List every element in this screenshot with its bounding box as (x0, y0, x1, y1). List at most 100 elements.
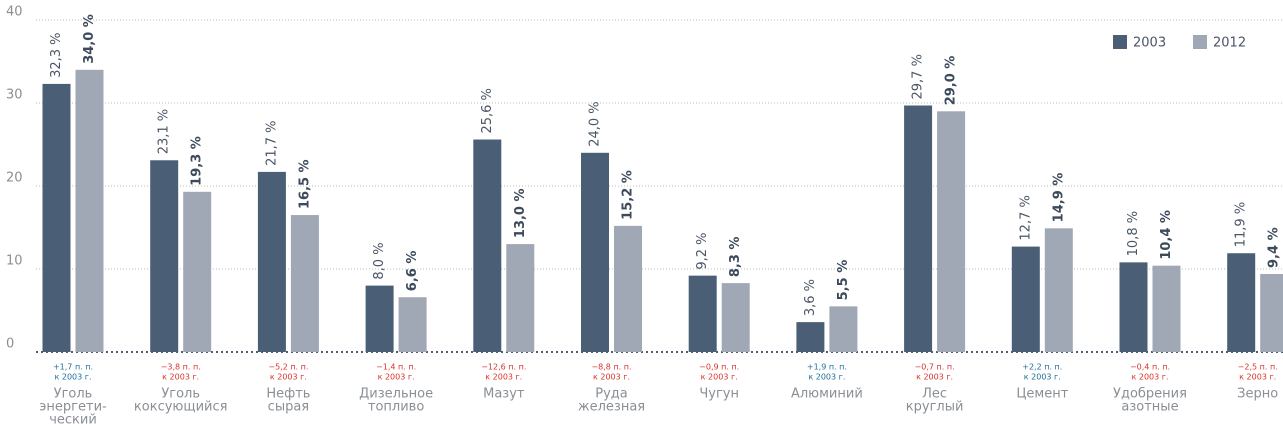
y-tick-label: 10 (6, 254, 23, 269)
value-label: 10,8 % (1126, 211, 1141, 256)
legend-label: 2012 (1213, 36, 1246, 51)
value-label: 19,3 % (190, 136, 205, 186)
change-label: +1,7 п. п. (53, 363, 93, 372)
x-tick-label: Цемент (1016, 387, 1068, 402)
change-label: −8,8 п. п. (591, 363, 631, 372)
value-label: 8,0 % (372, 242, 387, 279)
change-note: к 2003 г. (1024, 373, 1061, 382)
change-label: +2,2 п. п. (1022, 363, 1062, 372)
value-label: 10,4 % (1159, 210, 1174, 260)
x-tick-label: топливо (368, 400, 424, 415)
value-label: 12,7 % (1018, 195, 1033, 240)
bar (42, 83, 71, 352)
change-note: к 2003 г. (162, 373, 199, 382)
change-label: −0,7 п. п. (915, 363, 955, 372)
value-label: 23,1 % (157, 109, 172, 154)
x-tick-label: Чугун (699, 387, 739, 402)
value-label: 13,0 % (513, 188, 528, 238)
change-label: −2,5 п. п. (1238, 363, 1278, 372)
bar (581, 152, 609, 352)
x-tick-label: Уголь (161, 387, 200, 402)
change-label: −3,8 п. п. (161, 363, 201, 372)
bar (796, 322, 825, 352)
x-tick-label: энергети- (39, 400, 107, 415)
value-label: 32,3 % (49, 32, 64, 77)
x-tick-label: коксующийся (134, 400, 228, 415)
y-tick-label: 40 (6, 5, 23, 20)
value-label: 25,6 % (480, 88, 495, 133)
bar (688, 275, 717, 352)
value-label: 8,3 % (728, 237, 743, 278)
bar (829, 306, 858, 352)
change-note: к 2003 г. (54, 373, 91, 382)
bar (614, 225, 642, 352)
bar (257, 171, 286, 352)
x-tick-label: Уголь (54, 387, 93, 402)
value-label: 11,9 % (1234, 202, 1249, 247)
value-label: 24,0 % (588, 101, 603, 146)
bar (904, 105, 933, 353)
value-label: 29,0 % (944, 56, 959, 106)
bar (1044, 228, 1073, 352)
value-label: 29,7 % (911, 54, 926, 99)
x-tick-label: Руда (595, 387, 628, 402)
x-tick-label: Дизельное (359, 387, 433, 402)
x-tick-label: ческий (49, 413, 97, 428)
x-tick-label: Алюминий (791, 387, 863, 402)
bar (473, 139, 502, 352)
x-tick-label: Нефть (266, 387, 310, 402)
y-tick-label: 20 (6, 171, 23, 186)
change-note: к 2003 г. (270, 373, 307, 382)
value-label: 9,2 % (695, 232, 710, 269)
change-note: к 2003 г. (593, 373, 630, 382)
bar (721, 283, 750, 352)
value-label: 9,4 % (1267, 227, 1282, 268)
change-note: к 2003 г. (701, 373, 738, 382)
x-tick-label: азотные (1121, 400, 1178, 415)
change-note: к 2003 г. (378, 373, 415, 382)
y-tick-label: 30 (6, 88, 23, 103)
change-label: −5,2 п. п. (268, 363, 308, 372)
bar (506, 244, 535, 352)
bar (290, 215, 319, 352)
bar (183, 191, 212, 352)
value-label: 21,7 % (264, 120, 279, 165)
bar (1011, 246, 1040, 352)
bar (937, 111, 966, 352)
bar (1119, 262, 1148, 352)
legend-label: 2003 (1133, 36, 1166, 51)
bar (1227, 253, 1256, 352)
value-label: 3,6 % (803, 279, 818, 316)
value-label: 5,5 % (836, 260, 851, 301)
bar (1260, 273, 1283, 352)
bar (365, 285, 394, 352)
value-label: 16,5 % (297, 159, 312, 209)
value-label: 34,0 % (82, 14, 97, 64)
change-label: −0,4 п. п. (1130, 363, 1170, 372)
bar (150, 160, 179, 352)
value-label: 15,2 % (621, 170, 636, 220)
bar (398, 297, 427, 352)
y-tick-label: 0 (6, 337, 14, 352)
x-tick-label: Зерно (1237, 387, 1278, 402)
change-label: −1,4 п. п. (376, 363, 416, 372)
legend-swatch (1113, 35, 1127, 49)
x-tick-label: сырая (268, 400, 309, 415)
x-tick-label: железная (578, 400, 645, 415)
change-note: к 2003 г. (1239, 373, 1276, 382)
change-note: к 2003 г. (808, 373, 845, 382)
value-label: 14,9 % (1051, 173, 1066, 223)
x-tick-label: Удобрения (1113, 387, 1187, 402)
change-note: к 2003 г. (485, 373, 522, 382)
bar (75, 69, 104, 353)
x-tick-label: Лес (922, 387, 947, 402)
change-label: −12,6 п. п. (481, 363, 526, 372)
x-tick-label: круглый (906, 400, 964, 415)
change-note: к 2003 г. (916, 373, 953, 382)
change-label: +1,9 п. п. (807, 363, 847, 372)
value-label: 6,6 % (405, 251, 420, 292)
change-note: к 2003 г. (1131, 373, 1168, 382)
x-tick-label: Мазут (483, 387, 525, 402)
legend-swatch (1193, 35, 1207, 49)
